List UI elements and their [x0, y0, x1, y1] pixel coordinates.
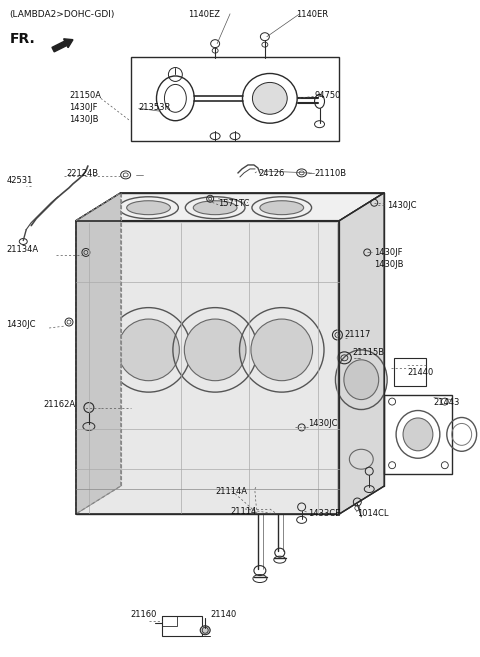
- Text: 42531: 42531: [6, 176, 33, 185]
- Text: (LAMBDA2>DOHC-GDI): (LAMBDA2>DOHC-GDI): [9, 10, 115, 19]
- Ellipse shape: [200, 625, 210, 635]
- Text: 21440: 21440: [407, 368, 433, 376]
- Bar: [131, 57, 339, 141]
- Text: 1433CE: 1433CE: [308, 509, 340, 518]
- Text: 21117: 21117: [344, 330, 371, 339]
- Polygon shape: [76, 221, 339, 514]
- Text: 1430JB: 1430JB: [374, 260, 404, 269]
- Text: 1430JF: 1430JF: [69, 103, 97, 112]
- Text: 1140ER: 1140ER: [296, 10, 328, 19]
- Ellipse shape: [184, 319, 246, 380]
- Text: 1430JB: 1430JB: [69, 115, 98, 124]
- Text: 21353R: 21353R: [139, 103, 171, 112]
- Text: 21115B: 21115B: [352, 348, 384, 357]
- Polygon shape: [76, 193, 384, 221]
- Text: 1430JF: 1430JF: [374, 248, 403, 258]
- Text: 94750: 94750: [314, 91, 341, 101]
- Ellipse shape: [344, 360, 379, 399]
- Bar: [384, 395, 452, 474]
- Text: 1430JC: 1430JC: [387, 201, 417, 210]
- Ellipse shape: [118, 319, 180, 380]
- Text: 1571TC: 1571TC: [218, 199, 250, 208]
- Bar: [162, 616, 178, 626]
- Text: FR.: FR.: [9, 32, 35, 46]
- Ellipse shape: [403, 418, 433, 451]
- Ellipse shape: [260, 201, 304, 215]
- Text: 21134A: 21134A: [6, 246, 38, 254]
- Text: 1140EZ: 1140EZ: [188, 10, 220, 19]
- Text: 1430JC: 1430JC: [6, 320, 36, 329]
- Bar: [394, 358, 426, 386]
- Ellipse shape: [252, 82, 287, 114]
- FancyArrow shape: [52, 39, 73, 52]
- Text: 21140: 21140: [210, 610, 237, 620]
- Text: 22124B: 22124B: [66, 169, 98, 178]
- Polygon shape: [76, 193, 120, 514]
- Text: 21114: 21114: [230, 507, 256, 516]
- Text: 24126: 24126: [258, 169, 284, 178]
- Text: 21150A: 21150A: [69, 91, 101, 101]
- Text: 1014CL: 1014CL: [357, 509, 389, 518]
- Text: 1430JC: 1430JC: [308, 419, 337, 428]
- Text: 21110B: 21110B: [314, 169, 347, 178]
- Ellipse shape: [251, 319, 312, 380]
- Ellipse shape: [193, 201, 237, 215]
- Ellipse shape: [127, 201, 170, 215]
- Bar: [162, 616, 202, 636]
- Text: 21162A: 21162A: [43, 399, 75, 409]
- Polygon shape: [339, 193, 384, 514]
- Text: 21160: 21160: [131, 610, 157, 620]
- Text: 21443: 21443: [434, 397, 460, 407]
- Text: 21114A: 21114A: [215, 487, 247, 496]
